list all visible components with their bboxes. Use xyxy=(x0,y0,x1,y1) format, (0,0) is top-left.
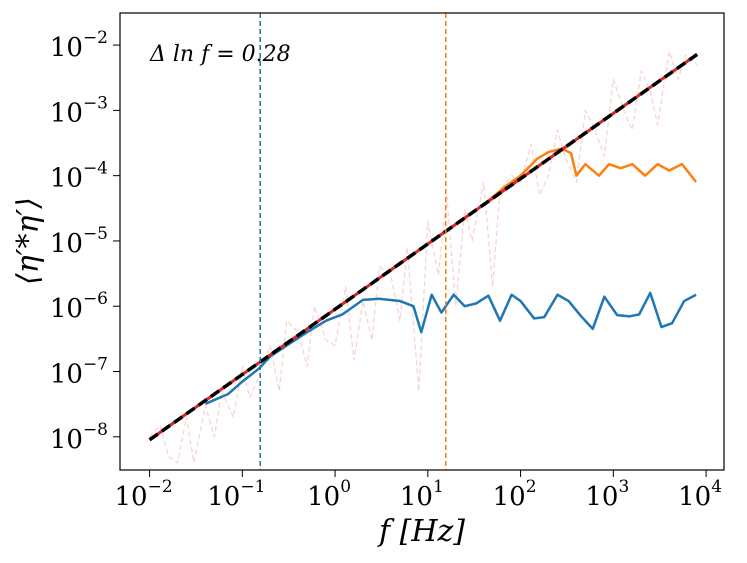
y-tick-label: 10−4 xyxy=(50,158,108,194)
tick-exponent: 4 xyxy=(711,477,722,497)
series-line xyxy=(427,147,698,245)
tick-exponent: −8 xyxy=(83,419,108,439)
tick-exponent: −5 xyxy=(83,223,108,243)
tick-base: 10 xyxy=(678,482,711,512)
tick-exponent: 3 xyxy=(618,477,629,497)
annotation: Δ ln f = 0.28 xyxy=(149,42,291,67)
tick-base: 10 xyxy=(585,482,618,512)
tick-exponent: 0 xyxy=(340,477,351,497)
x-tick-label: 103 xyxy=(585,477,629,513)
y-tick-label: 10−2 xyxy=(50,28,108,64)
x-tick-label: 10−2 xyxy=(114,477,172,513)
y-axis-label: ⟨η′*η′⟩ xyxy=(11,197,46,285)
tick-base: 10 xyxy=(50,33,83,63)
series-line xyxy=(149,50,698,464)
tick-exponent: 2 xyxy=(526,477,537,497)
y-tick-label: 10−7 xyxy=(50,354,108,390)
x-tick-label: 10−1 xyxy=(207,477,265,513)
series-line xyxy=(148,52,699,442)
tick-base: 10 xyxy=(400,482,433,512)
x-tick-label: 101 xyxy=(400,477,444,513)
tick-base: 10 xyxy=(493,482,526,512)
tick-exponent: −2 xyxy=(83,28,108,48)
tick-exponent: −6 xyxy=(83,289,108,309)
tick-base: 10 xyxy=(114,482,147,512)
tick-base: 10 xyxy=(50,425,83,455)
series-line xyxy=(204,291,697,405)
x-tick-label: 104 xyxy=(678,477,722,513)
tick-base: 10 xyxy=(50,294,83,324)
tick-base: 10 xyxy=(307,482,340,512)
tick-exponent: −3 xyxy=(83,93,108,113)
tick-base: 10 xyxy=(50,164,83,194)
tick-base: 10 xyxy=(207,482,240,512)
tick-exponent: −4 xyxy=(83,158,108,178)
tick-exponent: −1 xyxy=(240,477,265,497)
y-tick-label: 10−6 xyxy=(50,289,108,325)
tick-exponent: −2 xyxy=(148,477,173,497)
x-tick-label: 100 xyxy=(307,477,351,513)
tick-exponent: 1 xyxy=(433,477,444,497)
x-axis-label: f [Hz] xyxy=(377,514,465,549)
plot-area xyxy=(148,13,699,470)
y-tick-label: 10−3 xyxy=(50,93,108,129)
y-tick-label: 10−8 xyxy=(50,419,108,455)
y-tick-label: 10−5 xyxy=(50,223,108,259)
tick-base: 10 xyxy=(50,360,83,390)
tick-base: 10 xyxy=(50,98,83,128)
tick-exponent: −7 xyxy=(83,354,108,374)
plot-frame xyxy=(119,12,725,471)
tick-base: 10 xyxy=(50,229,83,259)
x-tick-label: 102 xyxy=(493,477,537,513)
